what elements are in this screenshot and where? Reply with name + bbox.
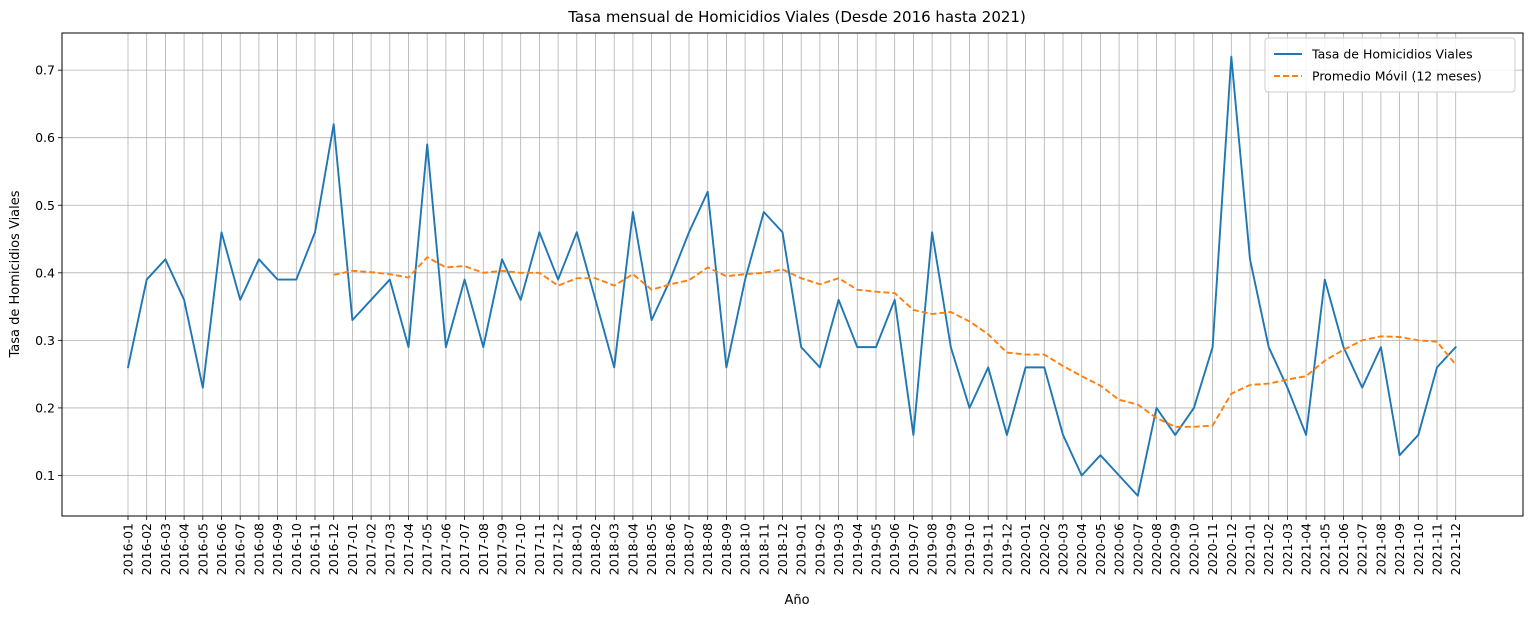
series-lines — [127, 55, 1457, 497]
x-tick-label: 2018-10 — [738, 523, 753, 575]
legend-label-promedio: Promedio Móvil (12 meses) — [1312, 69, 1482, 84]
x-tick-label: 2021-03 — [1280, 523, 1295, 575]
x-tick-label: 2021-11 — [1430, 523, 1445, 575]
x-tick-label: 2019-08 — [925, 523, 940, 575]
y-axis-title: Tasa de Homicidios Viales — [8, 190, 23, 358]
x-tick-label: 2016-08 — [251, 523, 266, 575]
x-tick-label: 2016-10 — [289, 523, 304, 575]
x-tick-label: 2020-09 — [1168, 523, 1183, 575]
x-tick-label: 2017-07 — [457, 523, 472, 575]
y-tick-label: 0.4 — [35, 265, 55, 280]
x-tick-label: 2021-07 — [1355, 523, 1370, 575]
x-tick-label: 2017-08 — [476, 523, 491, 575]
x-tick-label: 2016-01 — [121, 523, 136, 575]
x-tick-label: 2019-11 — [981, 523, 996, 575]
x-tick-label: 2018-03 — [607, 523, 622, 575]
x-tick-label: 2016-12 — [326, 523, 341, 575]
x-tick-label: 2021-05 — [1317, 523, 1332, 575]
x-tick-label: 2019-07 — [906, 523, 921, 575]
x-tick-label: 2020-04 — [1074, 523, 1089, 575]
x-tick-label: 2018-05 — [644, 523, 659, 575]
y-tick-label: 0.3 — [35, 333, 55, 348]
x-tick-label: 2017-02 — [364, 523, 379, 575]
x-tick-label: 2020-10 — [1186, 523, 1201, 575]
x-tick-label: 2020-05 — [1093, 523, 1108, 575]
x-axis-title: Año — [784, 593, 809, 608]
x-tick-label: 2016-04 — [177, 523, 192, 575]
x-tick-label: 2016-02 — [139, 523, 154, 575]
chart-title: Tasa mensual de Homicidios Viales (Desde… — [567, 8, 1026, 26]
x-tick-label: 2020-03 — [1056, 523, 1071, 575]
x-tick-label: 2019-05 — [869, 523, 884, 575]
x-tick-label: 2018-11 — [756, 523, 771, 575]
x-tick-label: 2019-10 — [962, 523, 977, 575]
x-tick-label: 2018-09 — [719, 523, 734, 575]
x-tick-label: 2018-07 — [682, 523, 697, 575]
x-tick-label: 2019-06 — [887, 523, 902, 575]
legend: Tasa de Homicidios Viales Promedio Móvil… — [1264, 37, 1516, 93]
series-line-tasa — [127, 55, 1457, 497]
x-tick-label: 2016-06 — [214, 523, 229, 575]
x-tick-label: 2020-01 — [1018, 523, 1033, 575]
x-tick-label: 2020-07 — [1130, 523, 1145, 575]
y-tick-label: 0.1 — [35, 468, 55, 483]
x-tick-label: 2021-01 — [1243, 523, 1258, 575]
x-tick-label: 2018-08 — [700, 523, 715, 575]
x-tick-label: 2017-03 — [382, 523, 397, 575]
x-tick-label: 2019-09 — [943, 523, 958, 575]
plot-frame — [61, 32, 1524, 517]
legend-label-tasa: Tasa de Homicidios Viales — [1311, 47, 1473, 62]
x-tick-label: 2020-08 — [1149, 523, 1164, 575]
x-tick-label: 2016-03 — [158, 523, 173, 575]
x-tick-label: 2017-04 — [401, 523, 416, 575]
x-tick-label: 2018-12 — [775, 523, 790, 575]
x-tick-label: 2021-08 — [1373, 523, 1388, 575]
x-tick-label: 2018-06 — [663, 523, 678, 575]
x-tick-label: 2018-02 — [588, 523, 603, 575]
x-tick-label: 2016-11 — [308, 523, 323, 575]
x-tick-label: 2016-05 — [195, 523, 210, 575]
x-tick-label: 2016-07 — [233, 523, 248, 575]
x-tick-label: 2017-06 — [438, 523, 453, 575]
x-tick-label: 2017-10 — [513, 523, 528, 575]
x-tick-label: 2021-12 — [1448, 523, 1463, 575]
x-axis: 2016-01 2016-02 2016-03 2016-04 2016-05 2016-… — [121, 516, 1463, 575]
y-tick-label: 0.7 — [35, 63, 55, 78]
x-tick-label: 2019-12 — [999, 523, 1014, 575]
x-tick-label: 2021-09 — [1392, 523, 1407, 575]
legend-box — [1264, 37, 1516, 93]
x-tick-label: 2021-06 — [1336, 523, 1351, 575]
y-tick-label: 0.6 — [35, 130, 55, 145]
x-tick-label: 2019-03 — [831, 523, 846, 575]
y-tick-label: 0.5 — [35, 198, 55, 213]
x-tick-label: 2017-09 — [495, 523, 510, 575]
x-tick-label: 2017-01 — [345, 523, 360, 575]
y-axis: 0.1 0.2 0.3 0.4 0.5 0.6 0.7 — [35, 63, 62, 483]
x-tick-label: 2020-02 — [1037, 523, 1052, 575]
x-tick-label: 2020-12 — [1224, 523, 1239, 575]
x-tick-label: 2019-04 — [850, 523, 865, 575]
x-tick-label: 2016-09 — [270, 523, 285, 575]
x-tick-label: 2017-12 — [551, 523, 566, 575]
x-tick-label: 2019-01 — [794, 523, 809, 575]
x-tick-label: 2019-02 — [812, 523, 827, 575]
series-line-promedio-movil — [333, 256, 1457, 428]
y-tick-label: 0.2 — [35, 400, 55, 415]
x-tick-label: 2021-04 — [1299, 523, 1314, 575]
x-tick-label: 2018-01 — [569, 523, 584, 575]
x-tick-label: 2018-04 — [625, 523, 640, 575]
x-tick-label: 2021-02 — [1261, 523, 1276, 575]
x-tick-label: 2021-10 — [1411, 523, 1426, 575]
grid-lines — [62, 33, 1523, 516]
x-tick-label: 2017-11 — [532, 523, 547, 575]
x-tick-label: 2017-05 — [420, 523, 435, 575]
x-tick-label: 2020-06 — [1112, 523, 1127, 575]
x-tick-label: 2020-11 — [1205, 523, 1220, 575]
